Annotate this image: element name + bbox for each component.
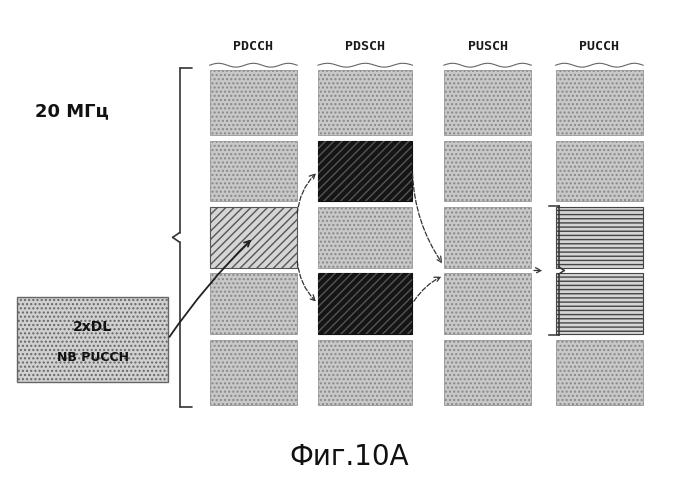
Text: PDCCH: PDCCH	[233, 40, 273, 53]
Bar	[318, 340, 412, 405]
Bar	[318, 273, 412, 334]
Bar	[318, 141, 412, 201]
Bar	[210, 207, 297, 268]
Bar	[444, 273, 531, 334]
Text: Фиг.10А: Фиг.10А	[289, 443, 410, 471]
Text: PDSCH: PDSCH	[345, 40, 385, 53]
Bar	[444, 207, 531, 268]
Bar	[444, 141, 531, 201]
Bar	[556, 273, 643, 334]
Text: NB PUCCH: NB PUCCH	[57, 352, 129, 364]
Text: PUSCH: PUSCH	[468, 40, 507, 53]
Bar	[210, 340, 297, 405]
Bar	[444, 70, 531, 135]
Bar	[318, 141, 412, 201]
Text: 20 МГц: 20 МГц	[35, 102, 109, 120]
Bar	[318, 207, 412, 268]
Text: PUCCH: PUCCH	[579, 40, 619, 53]
Bar	[210, 70, 297, 135]
Bar	[556, 340, 643, 405]
Bar	[210, 273, 297, 334]
Bar	[556, 70, 643, 135]
Bar	[318, 273, 412, 334]
Bar	[556, 207, 643, 268]
Bar	[318, 70, 412, 135]
Bar	[444, 340, 531, 405]
Text: 2xDL: 2xDL	[73, 320, 112, 334]
Bar	[210, 141, 297, 201]
Bar	[17, 297, 168, 382]
Bar	[556, 141, 643, 201]
